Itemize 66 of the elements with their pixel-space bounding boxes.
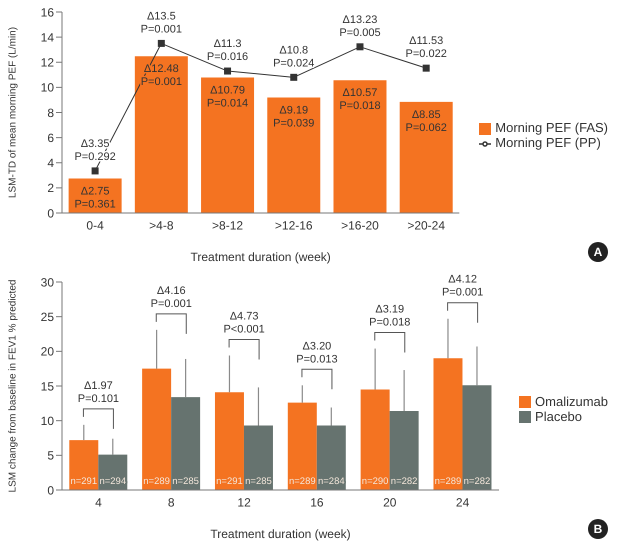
x-tick-label: 20 bbox=[383, 496, 397, 510]
annotation: n=285 bbox=[172, 476, 199, 487]
annotation: Δ4.73 P<0.001 bbox=[223, 310, 265, 336]
y-tick-label: 30 bbox=[40, 275, 54, 290]
x-tick-label: 4 bbox=[95, 496, 102, 510]
x-tick-label: >20-24 bbox=[407, 218, 446, 233]
x-tick-label: 0-4 bbox=[86, 218, 104, 233]
data-label: Δ9.19 P=0.039 bbox=[273, 104, 314, 130]
y-axis-title: LSM-TD of mean morning PEF (L/min) bbox=[8, 26, 19, 198]
annotation: n=285 bbox=[245, 476, 272, 487]
annotation: n=289 bbox=[143, 476, 170, 487]
annotation: Δ3.20 P=0.013 bbox=[296, 340, 338, 366]
y-tick-label: 4 bbox=[47, 156, 54, 170]
annotation: Δ1.97 P=0.101 bbox=[78, 380, 120, 405]
annotation: n=294 bbox=[99, 476, 126, 487]
annotation: n=289 bbox=[434, 476, 462, 487]
x-tick-label: 16 bbox=[310, 496, 324, 510]
y-tick-label: 15 bbox=[40, 379, 54, 394]
y-tick-label: 12 bbox=[40, 56, 54, 70]
annotation: n=289 bbox=[288, 476, 316, 487]
y-tick-label: 20 bbox=[40, 344, 54, 359]
x-axis-title: Treatment duration (week) bbox=[190, 250, 331, 264]
y-tick-label: 0 bbox=[47, 206, 54, 220]
data-label: Δ13.23 P=0.005 bbox=[339, 14, 381, 39]
annotation: n=291 bbox=[70, 476, 98, 487]
annotation: n=282 bbox=[464, 476, 490, 487]
data-label: Δ10.79 P=0.014 bbox=[206, 84, 248, 110]
x-tick-label: >16-20 bbox=[341, 218, 380, 233]
y-tick-label: 14 bbox=[40, 30, 54, 44]
annotation: n=282 bbox=[390, 476, 418, 487]
y-tick-label: 10 bbox=[40, 414, 54, 428]
data-label: Δ10.57 P=0.018 bbox=[339, 87, 381, 112]
annotation: Δ4.12 P=0.001 bbox=[442, 274, 484, 299]
data-label: Δ11.3 P=0.016 bbox=[206, 38, 248, 64]
data-label: Δ8.85 P=0.062 bbox=[406, 108, 447, 134]
annotation: n=284 bbox=[318, 476, 345, 487]
circle-badge: B bbox=[588, 519, 608, 539]
x-tick-label: >4-8 bbox=[149, 218, 174, 233]
x-tick-label: 12 bbox=[237, 496, 252, 510]
circle-badge: A bbox=[588, 242, 608, 262]
x-axis-title: Treatment duration (week) bbox=[210, 527, 351, 541]
y-tick-label: 16 bbox=[40, 5, 54, 20]
data-label: Δ13.5 P=0.001 bbox=[140, 10, 182, 36]
y-tick-label: 6 bbox=[47, 130, 54, 145]
y-tick-label: 10 bbox=[40, 80, 54, 95]
x-tick-label: >8-12 bbox=[212, 218, 244, 233]
x-tick-label: 8 bbox=[168, 496, 175, 510]
y-axis-title: LSM change from baseline in FEV1 % predicted bbox=[8, 280, 19, 492]
annotation: n=291 bbox=[216, 476, 243, 487]
y-tick-label: 0 bbox=[47, 483, 54, 498]
y-tick-label: 5 bbox=[47, 448, 54, 463]
data-label: Δ10.8 P=0.024 bbox=[273, 44, 314, 70]
y-tick-label: 8 bbox=[47, 106, 54, 120]
annotation: n=290 bbox=[362, 476, 388, 487]
y-tick-label: 2 bbox=[47, 181, 54, 196]
x-tick-label: 24 bbox=[456, 496, 470, 510]
legend-label: Morning PEF (PP) bbox=[495, 135, 601, 150]
data-label: Δ2.75 P=0.361 bbox=[74, 185, 116, 210]
legend-label: Placebo bbox=[535, 408, 582, 424]
annotation: Δ4.16 P=0.001 bbox=[150, 284, 192, 310]
y-tick-label: 25 bbox=[40, 310, 54, 324]
annotation: Δ3.19 P=0.018 bbox=[369, 304, 410, 329]
data-label: Δ11.53 P=0.022 bbox=[406, 35, 447, 60]
x-tick-label: >12-16 bbox=[274, 218, 313, 233]
legend-label: Omalizumab bbox=[535, 394, 608, 408]
legend-label: Morning PEF (FAS) bbox=[495, 120, 608, 135]
